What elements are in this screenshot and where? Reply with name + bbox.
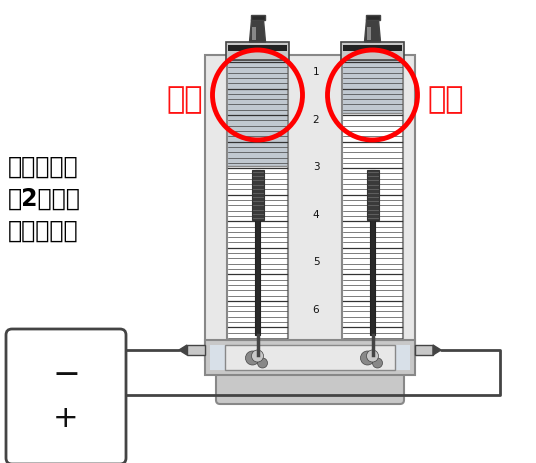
Polygon shape <box>433 345 441 355</box>
Polygon shape <box>179 345 187 355</box>
Polygon shape <box>249 20 265 42</box>
Text: 3: 3 <box>312 162 319 172</box>
Circle shape <box>257 358 267 368</box>
Bar <box>342 60 403 340</box>
Polygon shape <box>364 20 381 42</box>
Bar <box>367 26 370 40</box>
Bar <box>415 345 433 355</box>
Bar <box>225 345 395 370</box>
Bar <box>255 170 260 335</box>
Bar <box>228 61 287 168</box>
Bar <box>210 345 410 370</box>
FancyBboxPatch shape <box>216 371 404 404</box>
Text: 水素は酸素: 水素は酸素 <box>8 155 79 179</box>
Bar <box>343 45 402 51</box>
FancyBboxPatch shape <box>6 329 126 463</box>
Bar <box>341 42 404 60</box>
Circle shape <box>361 351 375 365</box>
Text: 1: 1 <box>312 67 319 77</box>
Text: 2: 2 <box>312 115 319 125</box>
Bar <box>205 55 415 360</box>
Text: +: + <box>53 404 79 433</box>
Text: −: − <box>52 358 80 391</box>
Bar <box>366 15 379 20</box>
Bar <box>227 60 288 340</box>
Text: が発生する: が発生する <box>8 219 79 243</box>
Text: 5: 5 <box>312 257 319 268</box>
Text: 水素: 水素 <box>166 86 203 114</box>
Circle shape <box>251 350 264 362</box>
Text: 6: 6 <box>312 305 319 315</box>
Bar <box>226 42 289 60</box>
Bar <box>228 45 287 51</box>
Bar <box>251 26 256 40</box>
Text: 酸素: 酸素 <box>428 86 464 114</box>
Bar <box>205 340 415 375</box>
Bar <box>250 15 264 20</box>
Bar <box>343 61 402 114</box>
Text: の2倍の量: の2倍の量 <box>8 187 81 211</box>
Circle shape <box>367 350 378 362</box>
Circle shape <box>373 358 383 368</box>
Bar <box>370 170 375 335</box>
Bar <box>251 170 264 220</box>
Text: 4: 4 <box>312 210 319 220</box>
Bar <box>187 345 205 355</box>
Bar <box>367 170 378 220</box>
Circle shape <box>245 351 259 365</box>
